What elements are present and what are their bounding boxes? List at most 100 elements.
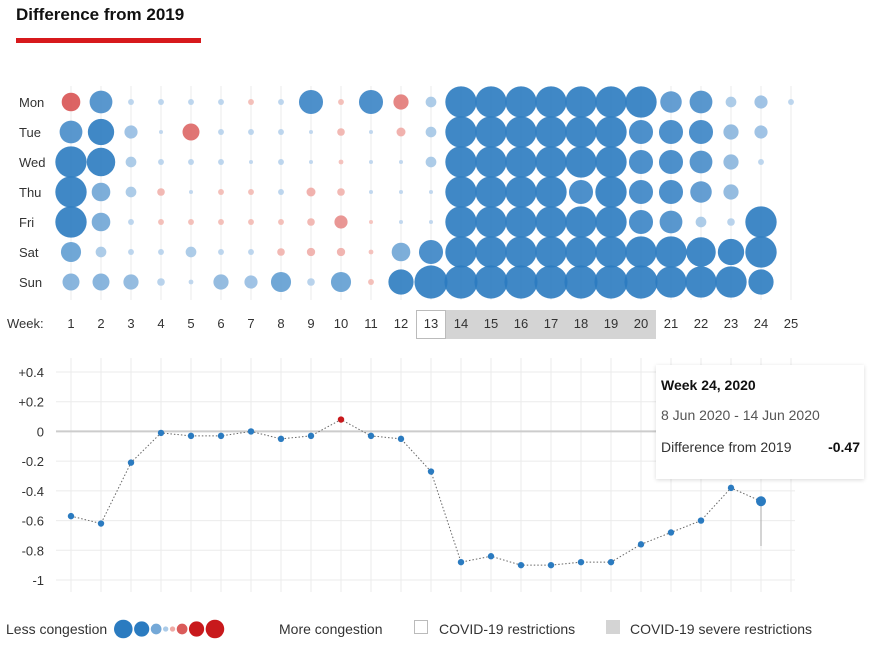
- bubble: [218, 249, 224, 255]
- week-tick-label: 21: [664, 316, 678, 331]
- bubble: [125, 156, 137, 168]
- bubble: [185, 246, 197, 258]
- bubble: [95, 246, 107, 258]
- bubble: [565, 116, 597, 148]
- bubble: [218, 189, 224, 195]
- bubble: [61, 92, 81, 112]
- bubble: [128, 219, 134, 225]
- bubble: [399, 220, 403, 224]
- bubble: [659, 210, 683, 234]
- bubble: [758, 159, 764, 165]
- week-tick-label: 18: [574, 316, 588, 331]
- tooltip: Week 24, 2020 8 Jun 2020 - 14 Jun 2020 D…: [656, 365, 864, 479]
- bubble: [89, 90, 113, 114]
- legend-scale: [114, 619, 225, 639]
- tooltip-title: Week 24, 2020: [661, 377, 756, 393]
- bubble: [248, 129, 254, 135]
- bubble: [248, 249, 254, 255]
- bubble: [658, 149, 684, 175]
- bubble: [535, 176, 567, 208]
- week-tick-label: 12: [394, 316, 408, 331]
- bubble: [715, 266, 747, 298]
- bubble: [689, 150, 713, 174]
- bubble: [534, 265, 568, 299]
- bubble: [565, 86, 597, 118]
- bubble: [188, 99, 194, 105]
- bubble: [337, 188, 345, 196]
- week-tick-label: 4: [157, 316, 164, 331]
- bubble: [399, 160, 403, 164]
- bubble: [535, 206, 567, 238]
- bubble: [429, 220, 433, 224]
- data-point: [756, 496, 766, 507]
- week-tick-label: 6: [217, 316, 224, 331]
- bubble: [334, 215, 348, 229]
- bubble: [182, 123, 200, 141]
- y-tick-label: -1: [32, 573, 44, 588]
- bubble: [159, 130, 163, 134]
- bubble: [391, 242, 411, 262]
- bubble: [625, 86, 657, 118]
- bubble: [278, 129, 284, 135]
- data-point: [547, 561, 555, 569]
- bubble: [125, 186, 137, 198]
- bubble: [62, 273, 80, 291]
- day-label: Sat: [19, 245, 39, 260]
- bubble: [213, 274, 229, 290]
- bubble: [248, 189, 254, 195]
- bubble: [658, 119, 684, 145]
- y-tick-label: -0.4: [22, 484, 44, 499]
- week-tick-label: 20: [634, 316, 648, 331]
- legend-restrictions-label: COVID-19 restrictions: [439, 621, 576, 637]
- bubble: [444, 265, 478, 299]
- bubble: [218, 159, 224, 165]
- bubble: [445, 176, 477, 208]
- legend-dot: [114, 619, 133, 639]
- data-point: [487, 553, 495, 560]
- bubble: [745, 206, 777, 238]
- bubble: [418, 239, 444, 265]
- data-point: [457, 558, 465, 566]
- bubble: [338, 99, 344, 105]
- bubble: [55, 176, 87, 208]
- bubble: [369, 160, 373, 164]
- bubble: [337, 128, 345, 136]
- bubble: [628, 119, 654, 145]
- day-label: Tue: [19, 125, 41, 140]
- bubble: [157, 188, 165, 196]
- data-point: [307, 432, 315, 440]
- week-tick-label: 13: [424, 316, 438, 331]
- data-point: [667, 529, 675, 536]
- bubble: [475, 236, 507, 268]
- bubble: [505, 116, 537, 148]
- bubble: [505, 206, 537, 238]
- bubble: [189, 190, 193, 194]
- day-label: Sun: [19, 275, 42, 290]
- week-tick-label: 24: [754, 316, 768, 331]
- bubble: [91, 212, 111, 232]
- bubble: [309, 130, 313, 134]
- bubble: [595, 236, 627, 268]
- bubble: [565, 146, 597, 178]
- bubble: [91, 182, 111, 202]
- bubble: [330, 271, 352, 293]
- data-point: [397, 435, 405, 443]
- data-point: [637, 541, 645, 548]
- bubble: [92, 273, 110, 291]
- bubble: [396, 127, 406, 137]
- bubble: [628, 209, 654, 235]
- week-tick-label: 17: [544, 316, 558, 331]
- bubble: [244, 275, 258, 289]
- legend: Less congestion More congestion COVID-19…: [0, 614, 882, 644]
- bubble: [595, 206, 627, 238]
- legend-less-label: Less congestion: [6, 621, 108, 637]
- bubble: [128, 99, 134, 105]
- bubble: [298, 89, 324, 115]
- bubble: [336, 247, 346, 257]
- bubble: [425, 156, 437, 168]
- week-tick-label: 23: [724, 316, 738, 331]
- bubble: [399, 190, 403, 194]
- legend-dot: [169, 626, 176, 632]
- bubble: [475, 206, 507, 238]
